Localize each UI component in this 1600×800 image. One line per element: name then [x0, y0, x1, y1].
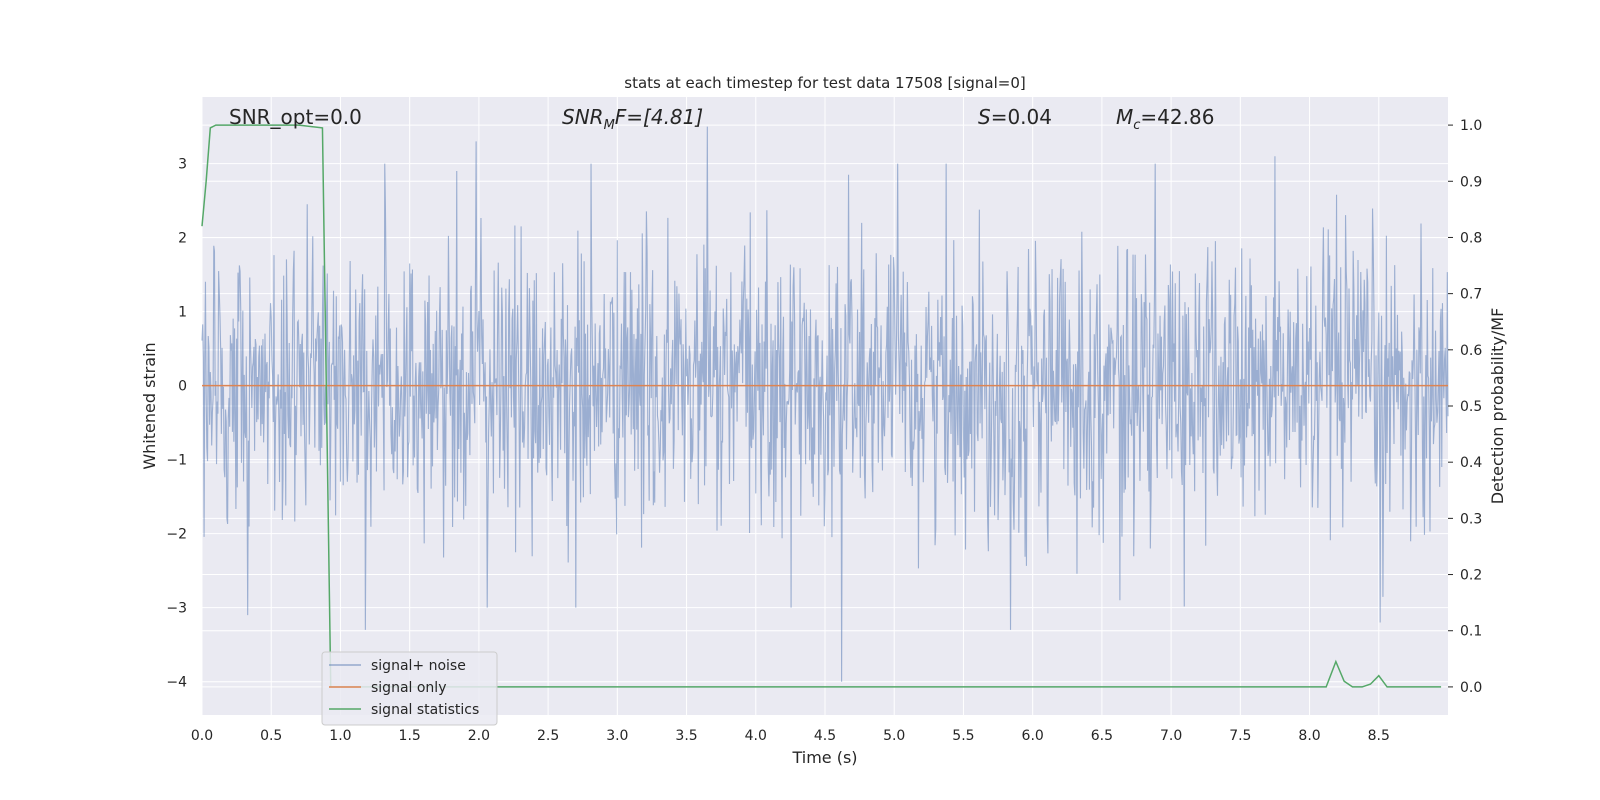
y-tick-label: 3	[178, 157, 187, 173]
y-tick-label: 1	[178, 305, 187, 321]
y-tick-label: 0	[178, 379, 187, 395]
left-tick-labels: 3 2 1 0 −1 −2 −3 −4	[166, 157, 187, 691]
chart-title: stats at each timestep for test data 175…	[624, 74, 1025, 92]
x-tick-label: 8.0	[1298, 728, 1320, 744]
y-tick-label: −3	[166, 601, 187, 617]
y-right-tick-label: 0.6	[1460, 343, 1482, 359]
x-tick-label: 2.5	[537, 728, 559, 744]
y-right-tick-label: 1.0	[1460, 118, 1482, 134]
signal-noise-line	[201, 126, 1449, 682]
x-tick-label: 4.0	[745, 728, 767, 744]
x-tick-label: 5.5	[952, 728, 974, 744]
x-tick-label: 6.5	[1091, 728, 1113, 744]
snr-mf-symbol: SNR	[562, 105, 604, 129]
y-right-tick-label: 0.5	[1460, 399, 1482, 415]
y-right-tick-label: 0.9	[1460, 174, 1482, 190]
mc-value: =42.86	[1140, 105, 1214, 129]
x-tick-label: 7.5	[1229, 728, 1251, 744]
x-tick-label: 2.0	[468, 728, 490, 744]
y-right-tick-label: 0.1	[1460, 624, 1482, 640]
x-tick-label: 4.5	[814, 728, 836, 744]
x-tick-label: 8.5	[1368, 728, 1390, 744]
s-value: =0.04	[991, 105, 1052, 129]
y-right-tick-label: 0.8	[1460, 230, 1482, 246]
snr-mf-subscript: M	[604, 118, 615, 133]
y-tick-label: −4	[166, 675, 187, 691]
y-right-tick-label: 0.7	[1460, 287, 1482, 303]
legend-label-stats: signal statistics	[371, 702, 479, 718]
x-tick-label: 1.0	[329, 728, 351, 744]
y-tick-label: 2	[178, 231, 187, 247]
mc-subscript: c	[1133, 118, 1140, 133]
y-tick-label: −2	[166, 527, 187, 543]
snr-mf-value: F=[4.81]	[615, 105, 703, 129]
right-tick-labels: 1.0 0.9 0.8 0.7 0.6 0.5 0.4 0.3 0.2 0.1 0.0	[1448, 118, 1482, 696]
snr-opt-annotation: SNR_opt=0.0	[229, 105, 362, 129]
x-tick-label: 5.0	[883, 728, 905, 744]
y-right-tick-label: 0.3	[1460, 511, 1482, 527]
x-tick-label: 7.0	[1160, 728, 1182, 744]
legend: signal+ noise signal only signal statist…	[321, 651, 498, 726]
y-axis-label: Whitened strain	[140, 342, 159, 469]
y-tick-label: −1	[166, 453, 187, 469]
snr-mf-annotation: SNRMF=[4.81]	[562, 105, 703, 133]
s-annotation: S=0.04	[978, 105, 1052, 129]
legend-box	[321, 651, 498, 726]
x-tick-label: 0.0	[191, 728, 213, 744]
mc-symbol: M	[1116, 105, 1133, 129]
x-tick-label: 6.0	[1022, 728, 1044, 744]
signal-statistics-line	[201, 124, 1442, 688]
x-tick-label: 3.5	[675, 728, 697, 744]
signal-statistics-series	[201, 124, 1442, 688]
signal-noise-series	[201, 126, 1449, 682]
y-right-tick-label: 0.2	[1460, 568, 1482, 584]
s-symbol: S	[978, 105, 991, 129]
x-axis-label: Time (s)	[791, 748, 857, 767]
legend-label-signal: signal only	[371, 680, 446, 696]
mc-annotation: Mc=42.86	[1116, 105, 1214, 133]
x-tick-label: 0.5	[260, 728, 282, 744]
y-axis-right-label: Detection probability/MF	[1488, 308, 1507, 505]
y-right-tick-label: 0.0	[1460, 680, 1482, 696]
x-tick-label: 1.5	[399, 728, 421, 744]
legend-label-noise: signal+ noise	[371, 658, 466, 674]
y-right-tick-label: 0.4	[1460, 455, 1482, 471]
annotations: SNR_opt=0.0 SNRMF=[4.81] S=0.04 Mc=42.86	[229, 105, 1214, 133]
x-tick-labels: 0.0 0.5 1.0 1.5 2.0 2.5 3.0 3.5 4.0 4.5 5.0 5.5 6.0 6…	[191, 728, 1390, 744]
x-tick-label: 3.0	[606, 728, 628, 744]
